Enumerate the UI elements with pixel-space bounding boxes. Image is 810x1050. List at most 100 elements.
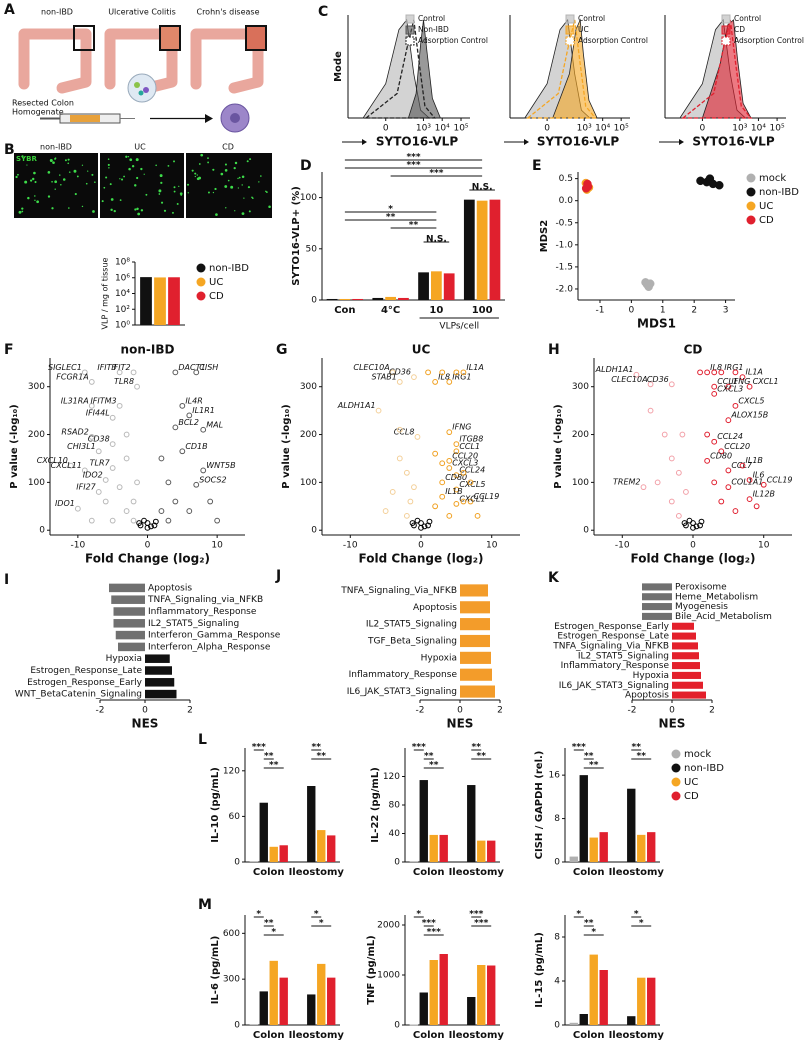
point bbox=[102, 498, 109, 505]
bar bbox=[269, 846, 278, 862]
stain-dot bbox=[180, 194, 182, 196]
gene-label: SIGLEC1 bbox=[48, 363, 82, 372]
bar bbox=[154, 277, 166, 325]
colon-illustrations bbox=[18, 25, 267, 133]
legend-swatch bbox=[565, 36, 575, 46]
x-tick-label: 10³ bbox=[732, 124, 747, 134]
category-label: Bile_Acid_Metabolism bbox=[675, 612, 772, 622]
x-tick-label: 100 bbox=[472, 305, 493, 316]
condition-label: Crohn's disease bbox=[196, 8, 259, 17]
stain-dot bbox=[173, 190, 176, 193]
point bbox=[683, 489, 689, 495]
bar bbox=[111, 595, 145, 604]
gene-label: IFI44L bbox=[86, 408, 110, 417]
x-tick-label: 0 bbox=[629, 306, 635, 316]
legend-label: UC bbox=[759, 201, 773, 212]
x-axis-label: Fold Change (log₂) bbox=[85, 552, 210, 566]
stain-dot bbox=[173, 160, 175, 163]
point bbox=[725, 467, 732, 474]
bar bbox=[460, 634, 490, 648]
x-tick-label: 0 bbox=[418, 541, 424, 551]
y-tick-label: 0 bbox=[234, 1021, 240, 1031]
bar bbox=[460, 618, 490, 631]
x-tick-label: Colon bbox=[573, 867, 605, 878]
stain-dot bbox=[101, 200, 104, 203]
point bbox=[109, 441, 116, 448]
point bbox=[715, 180, 724, 190]
x-tick-label: 10⁴ bbox=[435, 124, 450, 134]
gene-label: CXCL10 bbox=[37, 456, 68, 465]
stain-dot bbox=[207, 191, 210, 194]
gene-label: CCL1 bbox=[459, 442, 480, 451]
panel-letter: D bbox=[300, 158, 312, 174]
x-tick-label: Ileostomy bbox=[289, 867, 345, 878]
significance-label: ** bbox=[264, 919, 274, 929]
bar bbox=[443, 273, 455, 300]
category-label: Estrogen_Response_Late bbox=[30, 666, 142, 676]
bar bbox=[113, 607, 145, 616]
significance-label: ** bbox=[584, 919, 594, 929]
x-tick-label: 10³ bbox=[577, 124, 592, 134]
x-tick-label: 10 bbox=[758, 541, 770, 551]
bar bbox=[339, 298, 351, 300]
y-tick-label: 0 bbox=[234, 858, 240, 868]
x-axis-label: NES bbox=[132, 717, 159, 731]
bar bbox=[317, 830, 326, 862]
bar bbox=[569, 1022, 578, 1025]
significance-label: * bbox=[591, 928, 596, 938]
significance-label: *** bbox=[427, 928, 441, 938]
significance-label: ** bbox=[477, 752, 487, 762]
point bbox=[414, 517, 421, 524]
point bbox=[668, 455, 675, 462]
stain-dot bbox=[207, 161, 210, 164]
x-tick-label: -2 bbox=[96, 706, 105, 716]
stain-dot bbox=[212, 191, 215, 194]
legend-label: mock bbox=[759, 173, 786, 184]
point bbox=[711, 383, 718, 390]
legend-label: mock bbox=[684, 749, 711, 760]
stain-dot bbox=[158, 189, 162, 193]
bar bbox=[118, 642, 145, 652]
stain-dot bbox=[21, 210, 24, 213]
x-tick-label: Colon bbox=[413, 867, 445, 878]
x-axis-label: SYTO16-VLP bbox=[537, 135, 619, 149]
significance-label: ** bbox=[472, 743, 482, 753]
colon-icon bbox=[104, 25, 181, 94]
gene-label: CD80 bbox=[445, 473, 467, 482]
point bbox=[753, 503, 760, 510]
legend-swatch bbox=[405, 25, 415, 35]
density-curve bbox=[407, 19, 441, 119]
stain-dot bbox=[258, 181, 260, 183]
stain-dot bbox=[196, 174, 198, 176]
y-axis-label: VLP / mg of tissue bbox=[101, 257, 110, 329]
bar bbox=[467, 785, 476, 862]
stain-dot bbox=[59, 174, 61, 176]
bar bbox=[145, 678, 175, 687]
gene-label: IRG1 bbox=[724, 363, 743, 372]
gene-label: IDO2 bbox=[83, 470, 103, 479]
stain-dot bbox=[220, 172, 224, 176]
legend-label: CD bbox=[759, 215, 774, 226]
point bbox=[389, 489, 396, 495]
legend-marker bbox=[746, 201, 756, 211]
legend-label: Adsorption Control bbox=[578, 36, 648, 45]
gene-label: IRG1 bbox=[452, 372, 471, 381]
point bbox=[102, 477, 109, 483]
point bbox=[136, 520, 143, 526]
gene-label: WNT5B bbox=[206, 461, 235, 470]
gene-label: CLEC10A bbox=[353, 363, 389, 372]
stain-dot bbox=[81, 164, 84, 166]
y-tick-label: 100 bbox=[300, 193, 317, 203]
stain-dot bbox=[81, 205, 84, 208]
stain-dot bbox=[51, 207, 54, 210]
gene-label: IL8 bbox=[438, 372, 450, 381]
stain-dot bbox=[234, 161, 238, 165]
gene-label: IFNG bbox=[452, 423, 471, 432]
y-tick-label: 0 bbox=[583, 526, 589, 536]
stain-dot bbox=[67, 162, 70, 165]
category-label: TNFA_Signaling_via_NFKB bbox=[147, 595, 263, 605]
point bbox=[134, 383, 140, 390]
condition-label: Ulcerative Colitis bbox=[108, 8, 176, 17]
category-label: Inflammatory_Response bbox=[561, 661, 670, 671]
point bbox=[746, 477, 753, 483]
